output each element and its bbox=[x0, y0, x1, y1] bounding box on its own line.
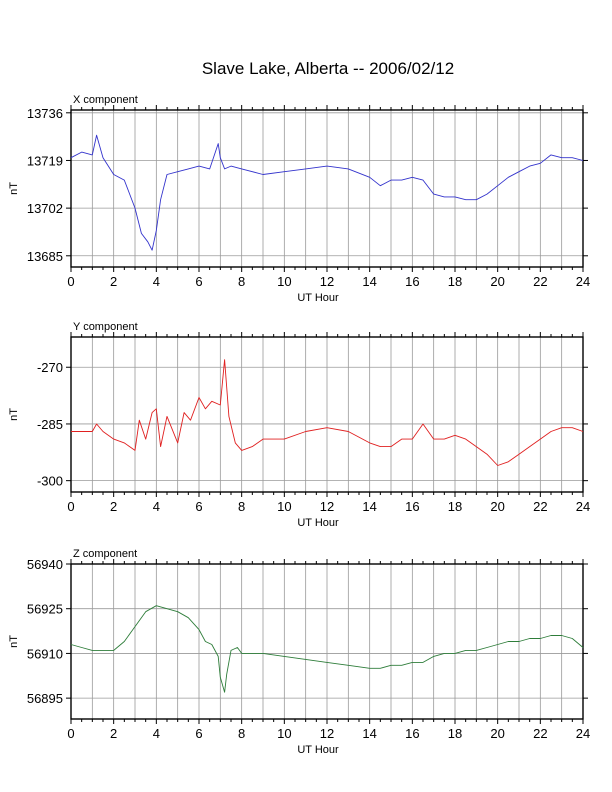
y-tick-label: 13702 bbox=[27, 201, 63, 216]
x-tick-label: 16 bbox=[405, 499, 419, 514]
x-tick-label: 12 bbox=[320, 726, 334, 741]
x-tick-label: 16 bbox=[405, 726, 419, 741]
series-line bbox=[70, 605, 584, 693]
x-axis-title: UT Hour bbox=[297, 292, 339, 304]
x-tick-label: 8 bbox=[238, 499, 245, 514]
y-tick-label: 56940 bbox=[27, 557, 63, 572]
y-tick-label: 13736 bbox=[27, 106, 63, 121]
y-tick-label: 13685 bbox=[27, 249, 63, 264]
chart-panel: 0 2 4 6 8 10 12 14 16 18 20 22 241368513702137191373… bbox=[8, 94, 590, 304]
x-tick-label: 2 bbox=[110, 274, 117, 289]
y-tick-label: 56925 bbox=[27, 602, 63, 617]
y-axis-title: nT bbox=[8, 182, 20, 195]
chart-panel: 0 2 4 6 8 10 12 14 16 18 20 22 245689556910569255694… bbox=[8, 548, 590, 756]
x-tick-label: 6 bbox=[195, 499, 202, 514]
x-tick-label: 18 bbox=[448, 274, 462, 289]
y-axis-title: nT bbox=[8, 408, 20, 421]
x-tick-label: 12 bbox=[320, 274, 334, 289]
x-tick-label: 18 bbox=[448, 726, 462, 741]
x-tick-label: 10 bbox=[277, 499, 291, 514]
x-tick-label: 24 bbox=[576, 499, 590, 514]
x-tick-label: 8 bbox=[238, 274, 245, 289]
panel-label: Z component bbox=[73, 548, 137, 560]
x-tick-label: 12 bbox=[320, 499, 334, 514]
x-tick-label: 20 bbox=[490, 274, 504, 289]
x-tick-label: 8 bbox=[238, 726, 245, 741]
series-line bbox=[70, 134, 584, 251]
x-tick-label: 10 bbox=[277, 726, 291, 741]
x-axis-title: UT Hour bbox=[297, 517, 339, 529]
x-axis-title: UT Hour bbox=[297, 744, 339, 756]
panel-label: X component bbox=[73, 94, 138, 106]
x-tick-label: 4 bbox=[153, 274, 160, 289]
page-title: Slave Lake, Alberta -- 2006/02/12 bbox=[201, 59, 455, 78]
x-tick-label: 14 bbox=[362, 499, 376, 514]
x-tick-label: 6 bbox=[195, 274, 202, 289]
y-tick-label: -270 bbox=[37, 360, 63, 375]
y-tick-label: 56895 bbox=[27, 691, 63, 706]
y-tick-label: -300 bbox=[37, 474, 63, 489]
x-tick-label: 24 bbox=[576, 726, 590, 741]
panel-label: Y component bbox=[73, 321, 138, 333]
x-tick-label: 2 bbox=[110, 499, 117, 514]
x-tick-label: 0 bbox=[67, 499, 74, 514]
x-tick-label: 0 bbox=[67, 726, 74, 741]
x-tick-label: 20 bbox=[490, 726, 504, 741]
x-tick-label: 16 bbox=[405, 274, 419, 289]
y-axis-title: nT bbox=[8, 635, 20, 648]
y-tick-label: -285 bbox=[37, 417, 63, 432]
x-tick-label: 18 bbox=[448, 499, 462, 514]
series-line bbox=[71, 359, 584, 466]
x-tick-label: 20 bbox=[490, 499, 504, 514]
x-tick-label: 4 bbox=[153, 726, 160, 741]
x-tick-label: 24 bbox=[576, 274, 590, 289]
y-tick-label: 56910 bbox=[27, 646, 63, 661]
x-tick-label: 10 bbox=[277, 274, 291, 289]
x-tick-label: 14 bbox=[362, 726, 376, 741]
y-tick-label: 13719 bbox=[27, 153, 63, 168]
x-tick-label: 0 bbox=[67, 274, 74, 289]
x-tick-label: 22 bbox=[533, 499, 547, 514]
x-tick-label: 14 bbox=[362, 274, 376, 289]
x-tick-label: 6 bbox=[195, 726, 202, 741]
x-tick-label: 4 bbox=[153, 499, 160, 514]
x-tick-label: 22 bbox=[533, 274, 547, 289]
x-tick-label: 22 bbox=[533, 726, 547, 741]
x-tick-label: 2 bbox=[110, 726, 117, 741]
